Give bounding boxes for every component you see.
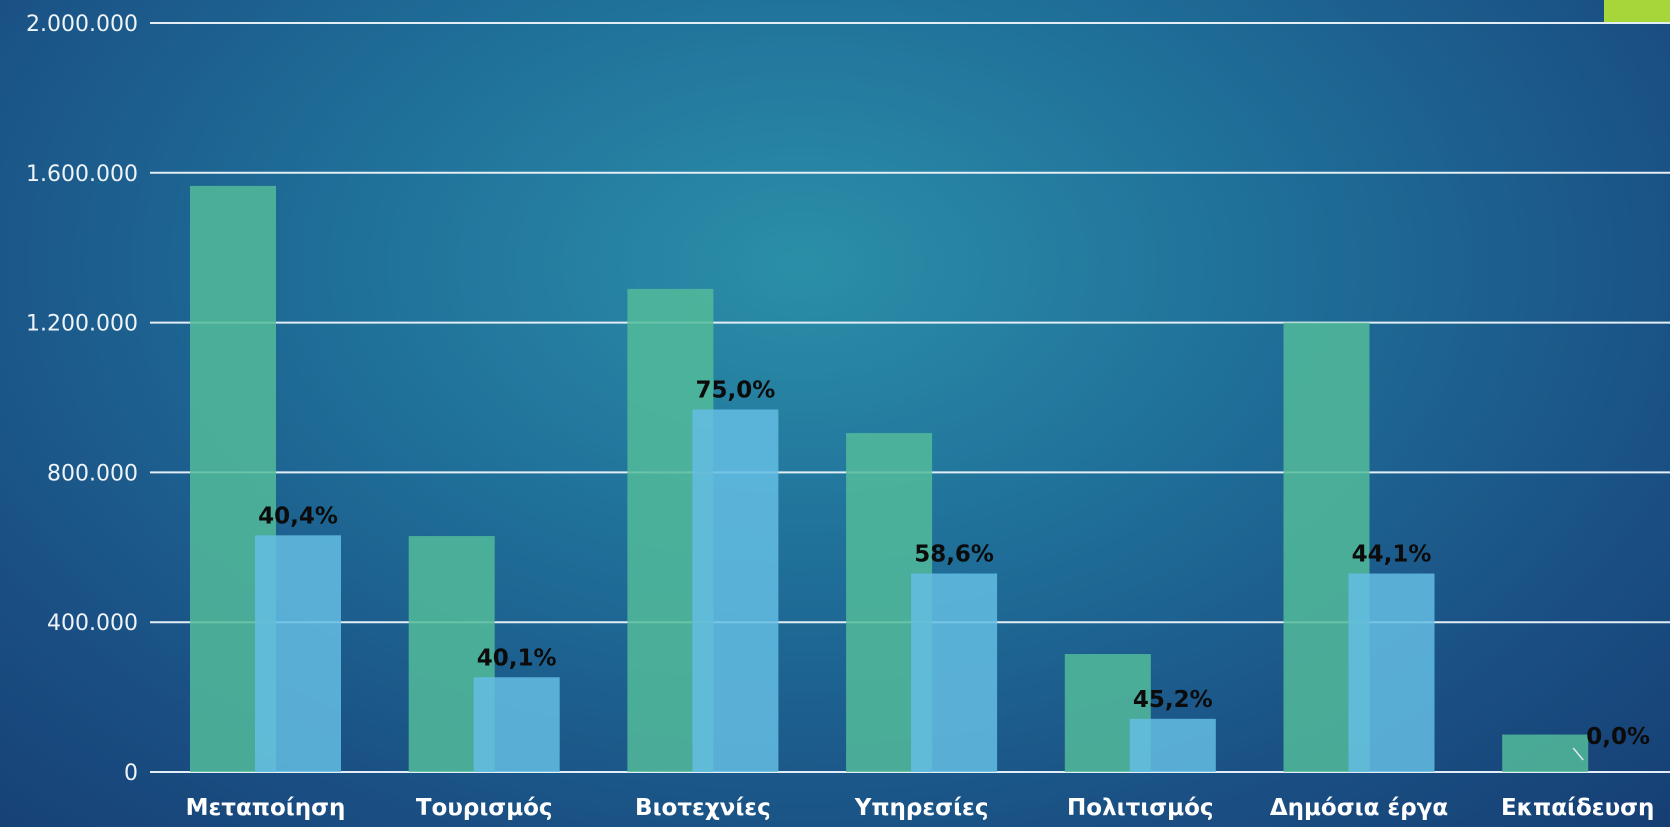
x-tick-label: Μεταποίηση [186, 795, 346, 821]
data-labels: 40,4% 40,1% 75,0% 58,6% 45,2% 44,1% 0,0% [258, 377, 1650, 761]
data-label: 40,4% [258, 503, 338, 529]
y-tick-label: 0 [124, 761, 138, 786]
y-tick-label: 400.000 [47, 611, 138, 636]
bar-series-2 [1129, 718, 1216, 772]
bar-series-2 [1348, 573, 1435, 772]
data-label: 44,1% [1352, 542, 1432, 568]
data-label: 45,2% [1133, 687, 1213, 713]
data-label: 75,0% [696, 377, 776, 403]
y-axis: 0 400.000 800.000 1.200.000 1.600.000 2.000.0… [26, 12, 138, 786]
x-axis: Μεταποίηση Τουρισμός Βιοτεχνίες Υπηρεσίες Πο… [186, 795, 1655, 821]
data-label: 58,6% [914, 542, 994, 568]
bar-series-2 [692, 409, 779, 772]
corner-accent-tab [1604, 0, 1670, 22]
y-tick-label: 1.200.000 [26, 312, 138, 337]
y-tick-label: 2.000.000 [26, 12, 138, 37]
x-tick-label: Δημόσια έργα [1270, 795, 1448, 821]
bar-series-1 [1502, 734, 1589, 772]
bar-series-2 [255, 535, 341, 772]
data-label: 0,0% [1586, 724, 1650, 750]
x-tick-label: Εκπαίδευση [1501, 795, 1654, 821]
bar-series-2 [911, 573, 998, 772]
y-tick-label: 800.000 [47, 461, 138, 486]
y-tick-label: 1.600.000 [26, 162, 138, 187]
bars [190, 185, 1589, 773]
x-tick-label: Τουρισμός [416, 795, 553, 821]
bar-series-2 [473, 677, 560, 772]
x-tick-label: Βιοτεχνίες [635, 795, 771, 821]
x-tick-label: Πολιτισμός [1067, 795, 1213, 821]
x-tick-label: Υπηρεσίες [854, 795, 989, 821]
data-label-leader [1572, 747, 1584, 761]
data-label: 40,1% [477, 645, 557, 671]
